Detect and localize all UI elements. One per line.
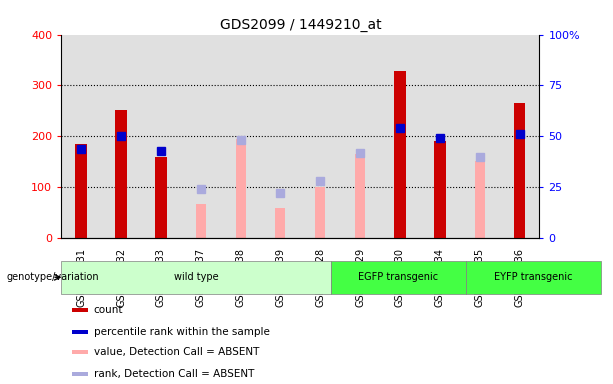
Bar	[466, 261, 601, 294]
Text: wild type: wild type	[174, 272, 218, 283]
Bar	[72, 329, 88, 334]
Text: EYFP transgenic: EYFP transgenic	[494, 272, 573, 283]
Bar	[315, 187, 326, 238]
Text: rank, Detection Call = ABSENT: rank, Detection Call = ABSENT	[94, 369, 254, 379]
Bar	[275, 207, 286, 238]
Text: GDS2099 / 1449210_at: GDS2099 / 1449210_at	[219, 18, 381, 32]
Bar	[474, 161, 485, 238]
Bar	[61, 261, 331, 294]
Text: percentile rank within the sample: percentile rank within the sample	[94, 327, 270, 337]
Text: value, Detection Call = ABSENT: value, Detection Call = ABSENT	[94, 347, 259, 357]
Bar	[72, 308, 88, 312]
Bar	[514, 103, 525, 238]
Bar	[235, 139, 246, 238]
Bar	[196, 204, 206, 238]
Bar	[72, 350, 88, 354]
Bar	[75, 144, 87, 238]
Bar	[394, 71, 406, 238]
Text: EGFP transgenic: EGFP transgenic	[359, 272, 438, 283]
Bar	[115, 110, 127, 238]
Bar	[434, 141, 446, 238]
Text: count: count	[94, 305, 123, 314]
Bar	[355, 154, 365, 238]
Bar	[72, 372, 88, 376]
Bar	[331, 261, 466, 294]
Text: genotype/variation: genotype/variation	[6, 272, 99, 282]
Bar	[155, 157, 167, 238]
